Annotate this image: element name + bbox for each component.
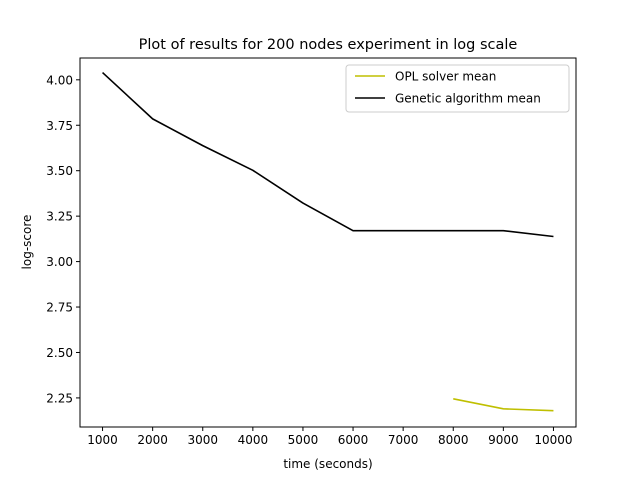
series-lines	[102, 71, 554, 412]
x-tick-label: 5000	[288, 433, 319, 447]
legend-label: OPL solver mean	[395, 70, 496, 84]
plot-area-frame	[79, 57, 577, 428]
x-tick-label: 6000	[338, 433, 369, 447]
series-line-opl-solver-mean	[453, 398, 554, 412]
chart-title: Plot of results for 200 nodes experiment…	[139, 37, 518, 53]
x-tick-label: 9000	[488, 433, 519, 447]
x-tick-label: 7000	[388, 433, 419, 447]
y-axis-label: log-score	[20, 215, 34, 270]
legend-box	[345, 64, 570, 113]
y-tick-label: 3.00	[46, 255, 73, 269]
x-tick-label: 10000	[534, 433, 572, 447]
y-tick-label: 3.50	[46, 164, 73, 178]
x-tick-label: 2000	[137, 433, 168, 447]
legend: OPL solver mean Genetic algorithm mean	[345, 64, 570, 113]
x-tick-label: 1000	[87, 433, 118, 447]
y-tick-label: 4.00	[46, 73, 73, 87]
x-tick-label: 4000	[238, 433, 269, 447]
y-tick-label: 2.25	[46, 391, 73, 405]
y-tick-label: 3.75	[46, 119, 73, 133]
y-tick-label: 2.75	[46, 301, 73, 315]
y-tick-label: 2.50	[46, 346, 73, 360]
series-line-genetic-algorithm-mean	[102, 71, 554, 238]
x-tick-label: 3000	[187, 433, 218, 447]
y-tick-label: 3.25	[46, 210, 73, 224]
x-axis: 1000 2000 3000 4000 5000 6000 7000 8000 9000 1000…	[87, 427, 573, 447]
x-tick-label: 8000	[438, 433, 469, 447]
x-axis-label: time (seconds)	[283, 457, 372, 471]
y-axis: 2.25 2.50 2.75 3.00 3.25 3.50 3.75 4.00	[46, 73, 80, 405]
legend-label: Genetic algorithm mean	[395, 92, 541, 106]
